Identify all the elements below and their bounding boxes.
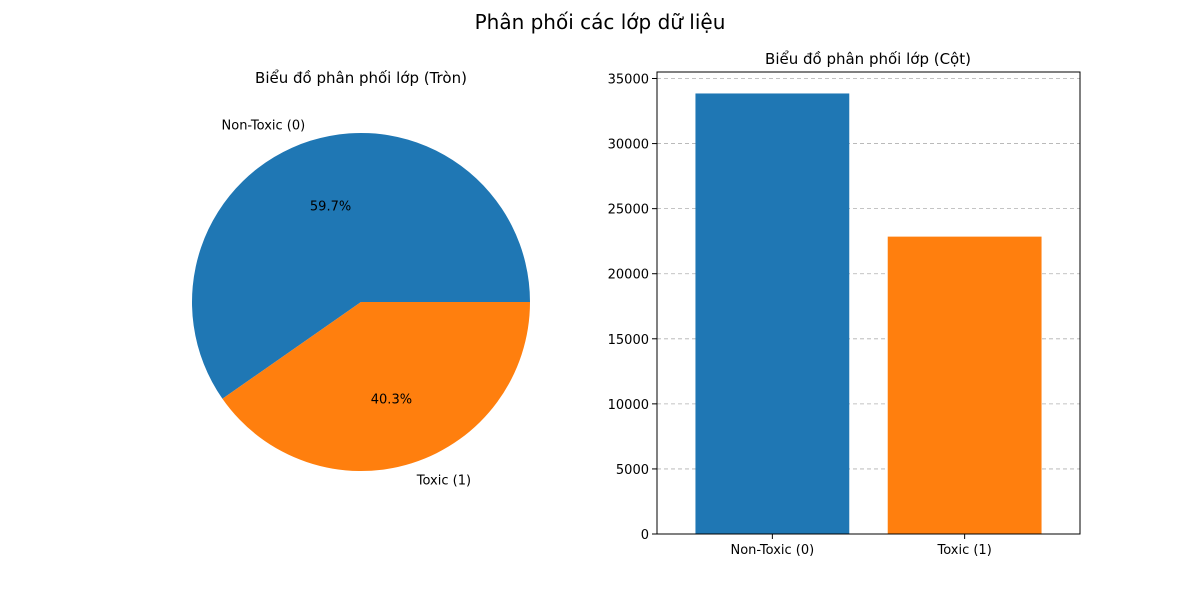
pie-category-label: Non-Toxic (0) [222, 119, 306, 134]
x-tick-label: Non-Toxic (0) [731, 543, 815, 558]
bar-y-axis-ticks: 0 5000 10000 15000 20000 25000 30000 35000 [608, 73, 657, 543]
pie-chart: Biểu đồ phân phối lớp (Tròn) Non-Toxic (… [192, 69, 530, 488]
pie-category-label: Toxic (1) [416, 473, 471, 488]
y-tick-label: 10000 [608, 398, 649, 413]
y-tick-label: 0 [641, 528, 649, 543]
bar-chart: Biểu đồ phân phối lớp (Cột) 0 5000 10000 15… [608, 50, 1081, 558]
bar-chart-title: Biểu đồ phân phối lớp (Cột) [765, 50, 971, 68]
pie-slice [192, 132, 530, 399]
y-tick-label: 5000 [616, 463, 649, 478]
x-tick-label: Toxic (1) [936, 543, 991, 558]
y-tick-label: 25000 [608, 203, 649, 218]
bar [695, 93, 850, 534]
y-tick-label: 35000 [608, 73, 649, 88]
y-tick-label: 30000 [608, 138, 649, 153]
bar-x-axis-ticks: Non-Toxic (0) Toxic (1) [731, 534, 992, 558]
pie-percent-label: 40.3% [371, 393, 412, 408]
figure-title: Phân phối các lớp dữ liệu [475, 10, 726, 34]
y-tick-label: 15000 [608, 333, 649, 348]
bar-plot-frame [656, 71, 1081, 535]
pie-labels: Non-Toxic (0) 59.7% Toxic (1) 40.3% [222, 119, 472, 489]
y-tick-label: 20000 [608, 268, 649, 283]
pie-slice [222, 302, 530, 472]
pie-slices [192, 132, 530, 472]
bar [887, 236, 1042, 534]
bar-series [695, 93, 1042, 534]
pie-chart-title: Biểu đồ phân phối lớp (Tròn) [255, 69, 467, 87]
pie-percent-label: 59.7% [310, 199, 351, 214]
